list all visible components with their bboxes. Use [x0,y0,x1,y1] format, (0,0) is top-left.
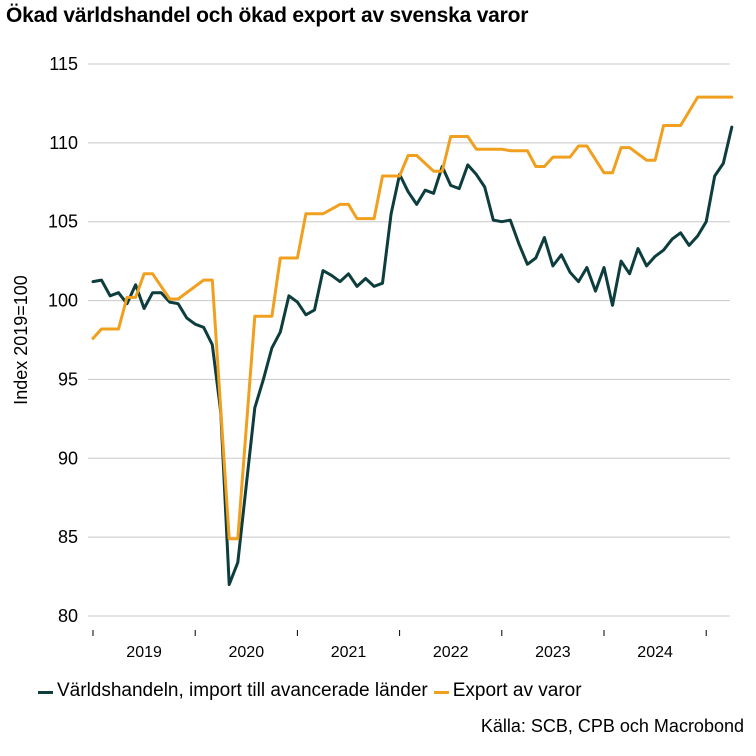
legend-swatch-world-trade [38,690,53,694]
y-tick-label-85: 85 [58,527,78,547]
series-line-export [91,95,734,541]
y-tick-label-105: 105 [48,212,78,232]
x-tick-label-2019: 2019 [126,644,162,661]
legend-item-export: Export av varor [433,680,582,702]
source-note: Källa: SCB, CPB och Macrobond [480,716,744,736]
x-tick-label-2023: 2023 [535,644,571,661]
legend-swatch-export [433,690,449,694]
y-tick-label-110: 110 [49,133,78,153]
x-tick-label-2022: 2022 [433,644,469,661]
y-tick-label-100: 100 [48,291,78,311]
series-lines [91,95,734,586]
x-axis: 2019202020212022202320242025 [92,630,707,661]
grid-lines [88,63,730,617]
y-axis: 80 85 90 95 100 105 110 115 [48,54,78,626]
chart-title: Ökad världshandel och ökad export av sve… [6,4,529,27]
x-tick-label-2020: 2020 [229,644,265,661]
legend-item-world-trade: Världshandeln, import till avancerade lä… [38,680,428,702]
y-tick-label-80: 80 [58,606,78,626]
y-tick-label-95: 95 [58,369,78,389]
legend: Världshandeln, import till avancerade lä… [38,680,588,702]
x-tick-label-2021: 2021 [331,644,367,661]
legend-label-world-trade: Världshandeln, import till avancerade lä… [57,680,428,701]
y-axis-title: Index 2019=100 [11,275,31,405]
y-tick-label-115: 115 [49,54,78,74]
series-line-world-trade [91,125,734,586]
x-tick-label-2024: 2024 [637,644,673,661]
y-tick-label-90: 90 [58,448,78,468]
legend-label-export: Export av varor [452,680,582,701]
